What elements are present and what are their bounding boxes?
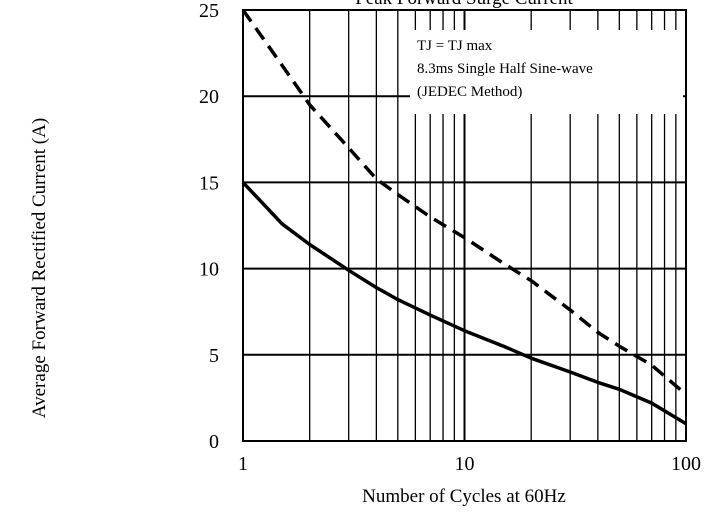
y-tick-labels: 0 5 10 15 20 25 [199, 0, 219, 453]
x-tick-label: 10 [455, 453, 475, 475]
annotation-line-1: TJ = TJ max [417, 38, 493, 54]
y-tick-label: 20 [199, 86, 219, 108]
x-tick-labels: 1 10 100 [238, 453, 701, 475]
annotation-line-2: 8.3ms Single Half Sine-wave [417, 61, 593, 77]
series-line-1-solid [241, 181, 687, 426]
y-tick-label: 0 [209, 431, 219, 453]
y-axis-label: Average Forward Rectified Current (A) [29, 118, 50, 418]
annotation-line-3: (JEDEC Method) [417, 84, 522, 100]
y-tick-label: 10 [199, 259, 219, 281]
plot-frame [242, 9, 687, 442]
y-tick-label: 5 [209, 345, 219, 367]
chart-title: Peak Forward Surge Current [355, 0, 573, 9]
series-layer [241, 8, 688, 426]
y-tick-label: 25 [199, 0, 219, 22]
annotation-box [410, 30, 683, 114]
x-tick-label: 1 [238, 453, 248, 475]
x-tick-label: 100 [671, 453, 701, 475]
x-axis-label: Number of Cycles at 60Hz [362, 486, 566, 507]
y-tick-label: 15 [199, 172, 219, 194]
series-line-2-dashed [241, 8, 688, 396]
